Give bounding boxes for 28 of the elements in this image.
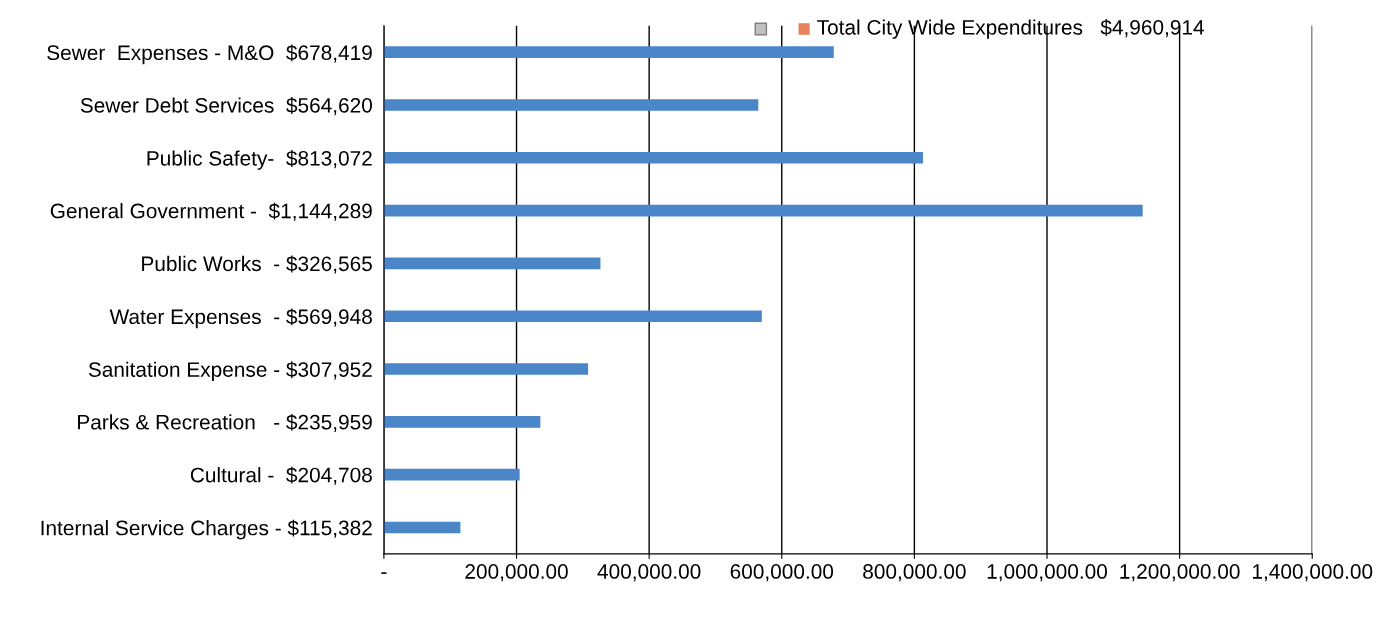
x-tick-label: 600,000.00 xyxy=(730,564,834,582)
y-tick-label: Sanitation Expense - $307,952 xyxy=(88,361,372,382)
x-tick-label: - xyxy=(381,572,387,574)
bar xyxy=(383,46,834,58)
x-tick-label: 1,400,000.00 xyxy=(1253,564,1373,582)
x-tick-label: 400,000.00 xyxy=(597,564,701,582)
bar xyxy=(383,151,924,164)
y-tick-label: Cultural - $204,708 xyxy=(190,466,372,485)
y-tick-label: Water Expenses - $569,948 xyxy=(109,308,372,329)
bar xyxy=(383,416,541,428)
bar xyxy=(383,310,762,323)
bar xyxy=(383,363,589,375)
y-tick-label: Internal Service Charges - $115,382 xyxy=(41,519,372,540)
x-tick-label: 800,000.00 xyxy=(863,564,966,582)
y-tick-label: General Government - $1,144,289 xyxy=(50,202,372,221)
bar xyxy=(383,204,1143,217)
bar xyxy=(383,257,601,270)
y-tick-label: Parks & Recreation - $235,959 xyxy=(78,413,372,433)
x-tick-label: 1,000,000.00 xyxy=(987,564,1108,582)
bar xyxy=(383,521,461,534)
bar xyxy=(383,99,759,111)
y-tick-label: Sewer Debt Services $564,620 xyxy=(80,97,372,116)
x-tick-label: 200,000.00 xyxy=(465,564,568,582)
x-tick-label: 1,200,000.00 xyxy=(1120,564,1240,582)
y-tick-label: Public Safety- $813,072 xyxy=(147,150,372,170)
bar xyxy=(383,468,520,481)
y-tick-label: Public Works - $326,565 xyxy=(142,255,372,274)
y-tick-label: Sewer Expenses - M&O $678,419 xyxy=(47,44,372,65)
